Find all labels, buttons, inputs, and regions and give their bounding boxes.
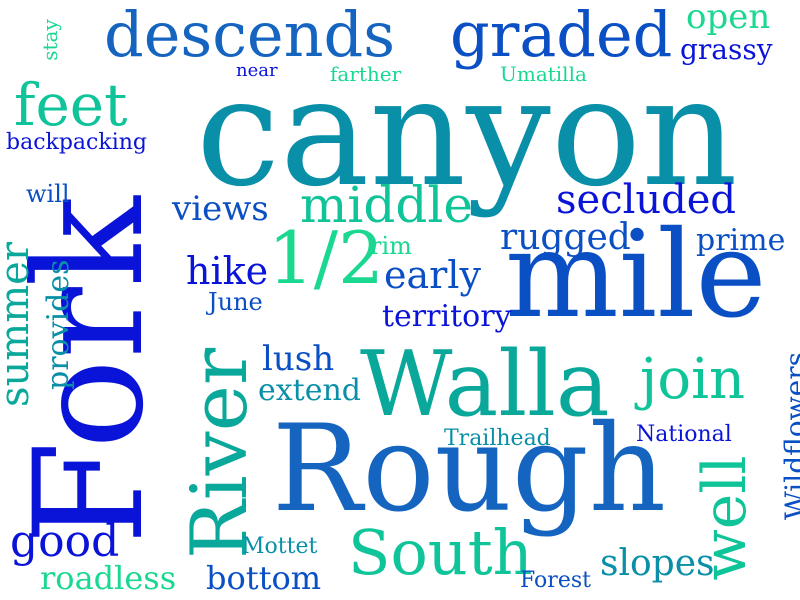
word-middle: middle <box>300 176 473 234</box>
word-open: open <box>686 0 771 37</box>
word-good: good <box>10 516 120 567</box>
word-slopes: slopes <box>600 543 715 584</box>
word-south: South <box>348 516 533 589</box>
word-join: join <box>640 347 746 412</box>
word-near: near <box>236 60 278 81</box>
word-will: will <box>26 180 70 208</box>
word-rim: rim <box>370 232 412 260</box>
word-prime: prime <box>696 223 786 258</box>
word-descends: descends <box>104 0 396 71</box>
word-rough: Rough <box>272 400 666 539</box>
word-umatilla: Umatilla <box>500 62 587 86</box>
word-mile: mile <box>505 206 767 345</box>
word-farther: farther <box>330 62 402 86</box>
word-grassy: grassy <box>680 33 773 66</box>
word-mottet: Mottet <box>242 534 318 559</box>
word-roadless: roadless <box>40 559 177 597</box>
word-stay: stay <box>38 19 62 61</box>
word-national: National <box>636 422 732 447</box>
word-backpacking: backpacking <box>6 130 147 155</box>
word-river: River <box>175 347 265 559</box>
word-canyon: canyon <box>196 46 738 220</box>
word-forest: Forest <box>520 568 591 593</box>
word-feet: feet <box>14 71 128 139</box>
word-hike: hike <box>186 249 269 293</box>
word-territory: territory <box>382 299 512 334</box>
word-views: views <box>172 189 269 229</box>
word-wildflowers: Wildflowers <box>779 352 800 520</box>
word-summer: summer <box>0 242 38 407</box>
word-half: 1/2 <box>268 216 384 300</box>
word-rugged: rugged <box>500 217 631 258</box>
word-secluded: secluded <box>556 177 737 223</box>
word-early: early <box>384 253 481 297</box>
word-graded: graded <box>450 0 673 71</box>
word-lush: lush <box>262 339 335 379</box>
word-walla: Walla <box>360 332 610 437</box>
word-bottom: bottom <box>206 559 322 597</box>
word-extend: extend <box>258 373 362 408</box>
word-trailhead: Trailhead <box>444 426 551 451</box>
word-june: June <box>208 288 263 316</box>
word-provides: provides <box>41 259 76 390</box>
